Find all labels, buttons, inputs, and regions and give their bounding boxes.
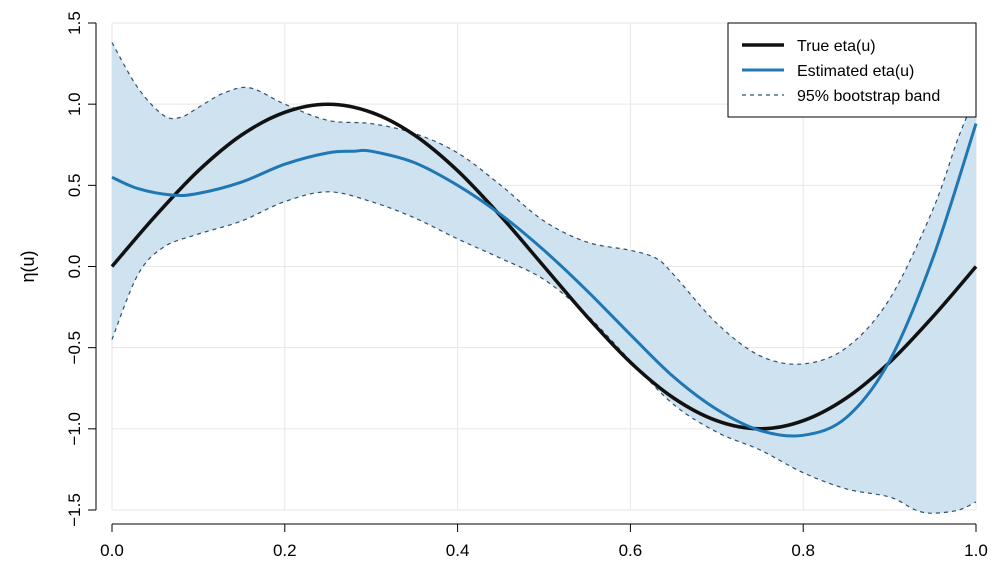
- y-tick-label-2: −0.5: [65, 331, 84, 365]
- true-eta-line: [110, 102, 978, 431]
- y-tick-label-4: 0.5: [65, 174, 84, 198]
- x-tick-label-5: 1.0: [964, 541, 988, 560]
- estimated-eta-line: [111, 123, 978, 438]
- x-tick-label-2: 0.4: [446, 541, 470, 560]
- y-tick-label-3: 0.0: [65, 255, 84, 279]
- axes: 0.0 0.2 0.4 0.6 0.8 1.0 −1.5 −1.0 −0.5 0.0 0.5 1.0 1…: [65, 11, 988, 560]
- legend-label-estimated: Estimated eta(u): [797, 63, 914, 80]
- bootstrap-band-fill: [112, 42, 976, 514]
- bootstrap-band-upper-line: [111, 42, 977, 365]
- legend: True eta(u) Estimated eta(u) 95% bootstr…: [727, 22, 977, 118]
- legend-label-true: True eta(u): [797, 38, 876, 55]
- y-tick-label-0: −1.5: [65, 493, 84, 527]
- bootstrap-band-lower-line: [111, 191, 977, 514]
- y-tick-label-1: −1.0: [65, 412, 84, 446]
- legend-label-band: 95% bootstrap band: [797, 88, 940, 105]
- y-axis-title: η(u): [18, 250, 38, 282]
- x-tick-label-0: 0.0: [100, 541, 124, 560]
- x-tick-label-4: 0.8: [791, 541, 815, 560]
- y-tick-label-5: 1.0: [65, 92, 84, 116]
- x-tick-label-3: 0.6: [619, 541, 643, 560]
- y-tick-label-6: 1.5: [65, 11, 84, 35]
- x-tick-label-1: 0.2: [273, 541, 297, 560]
